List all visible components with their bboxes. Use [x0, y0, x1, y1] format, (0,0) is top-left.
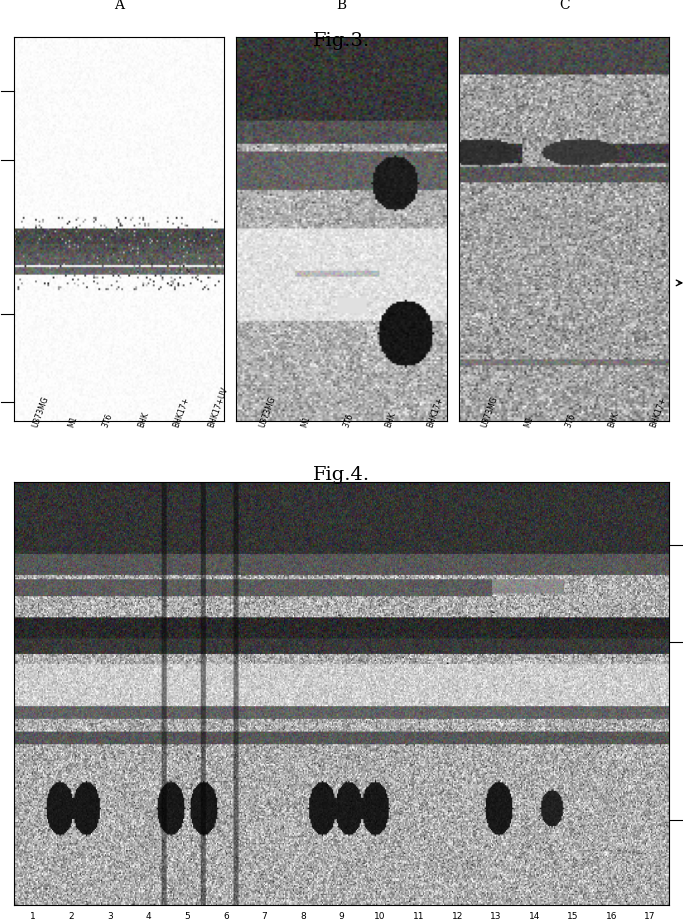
Text: 3T6: 3T6 — [342, 413, 355, 429]
Text: U373MG: U373MG — [480, 395, 500, 429]
Text: 6: 6 — [223, 913, 229, 921]
Text: BHK: BHK — [607, 411, 620, 429]
Text: 3T6: 3T6 — [101, 413, 115, 429]
Text: 12: 12 — [451, 913, 463, 921]
Text: M1: M1 — [299, 415, 312, 429]
Text: Fig.4.: Fig.4. — [313, 466, 370, 485]
Text: M1: M1 — [66, 415, 79, 429]
Text: B: B — [337, 0, 346, 13]
Text: BHK17+: BHK17+ — [171, 396, 191, 429]
Text: 3T6: 3T6 — [564, 413, 578, 429]
Text: BHK17+: BHK17+ — [648, 396, 668, 429]
Text: 7: 7 — [262, 913, 267, 921]
Text: 9: 9 — [339, 913, 344, 921]
Text: 17: 17 — [644, 913, 656, 921]
Text: BHK: BHK — [136, 411, 150, 429]
Text: 15: 15 — [567, 913, 579, 921]
Text: BHK17+: BHK17+ — [426, 396, 445, 429]
Text: 14: 14 — [529, 913, 540, 921]
Text: Fig.3.: Fig.3. — [313, 32, 370, 51]
Text: BHK: BHK — [384, 411, 398, 429]
Text: 10: 10 — [374, 913, 386, 921]
Text: 8: 8 — [300, 913, 306, 921]
Text: 1: 1 — [30, 913, 36, 921]
Text: A: A — [114, 0, 124, 13]
Text: 2: 2 — [69, 913, 74, 921]
Text: C: C — [559, 0, 570, 13]
Text: U373MG: U373MG — [257, 395, 277, 429]
Text: 13: 13 — [490, 913, 501, 921]
Text: 3: 3 — [107, 913, 113, 921]
Text: 11: 11 — [413, 913, 424, 921]
Text: 4: 4 — [146, 913, 152, 921]
Text: 16: 16 — [606, 913, 617, 921]
Text: BHK17+UV: BHK17+UV — [206, 386, 229, 429]
Text: U373MG: U373MG — [31, 395, 51, 429]
Text: M1: M1 — [522, 415, 535, 429]
Text: 5: 5 — [184, 913, 190, 921]
